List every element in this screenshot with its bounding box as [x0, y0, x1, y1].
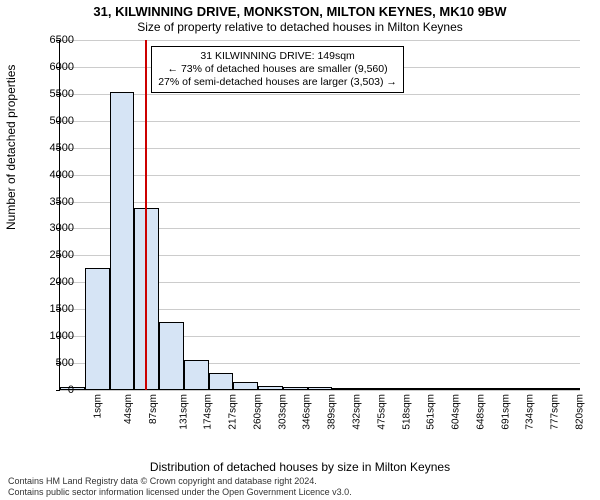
xtick-label: 346sqm	[302, 394, 313, 430]
xtick-label: 777sqm	[550, 394, 561, 430]
gridline	[60, 121, 580, 122]
xtick-label: 87sqm	[148, 394, 159, 424]
ytick-label: 0	[34, 384, 74, 396]
ytick-label: 1500	[34, 303, 74, 315]
ytick-label: 4000	[34, 169, 74, 181]
gridline	[60, 94, 580, 95]
histogram-bar	[159, 322, 184, 390]
xtick-label: 303sqm	[277, 394, 288, 430]
xtick-label: 518sqm	[401, 394, 412, 430]
ytick-label: 6000	[34, 61, 74, 73]
xtick-label: 174sqm	[203, 394, 214, 430]
xtick-label: 820sqm	[574, 394, 585, 430]
footer-line1: Contains HM Land Registry data © Crown c…	[8, 476, 317, 486]
xtick-label: 260sqm	[253, 394, 264, 430]
annotation-line1: 31 KILWINNING DRIVE: 149sqm	[158, 50, 397, 63]
annotation-box: 31 KILWINNING DRIVE: 149sqm← 73% of deta…	[151, 46, 404, 93]
plot-area: 1sqm44sqm87sqm131sqm174sqm217sqm260sqm30…	[60, 40, 580, 390]
histogram-bar	[308, 387, 333, 391]
gridline	[60, 175, 580, 176]
gridline	[60, 40, 580, 41]
gridline	[60, 390, 580, 391]
histogram-bar	[85, 268, 110, 390]
histogram-bar	[382, 388, 407, 390]
xtick-label: 475sqm	[376, 394, 387, 430]
footer-line2: Contains public sector information licen…	[8, 487, 352, 497]
histogram-bar	[506, 388, 531, 390]
chart-title-line1: 31, KILWINNING DRIVE, MONKSTON, MILTON K…	[0, 4, 600, 19]
ytick-label: 4500	[34, 142, 74, 154]
ytick-label: 5500	[34, 88, 74, 100]
xtick-label: 691sqm	[500, 394, 511, 430]
histogram-bar	[184, 360, 209, 390]
histogram-bar	[407, 388, 432, 390]
histogram-bar	[332, 388, 357, 390]
histogram-bar	[456, 388, 481, 390]
histogram-bar	[110, 92, 135, 390]
ytick-label: 1000	[34, 330, 74, 342]
y-axis-label: Number of detached properties	[4, 65, 18, 230]
histogram-bar	[283, 387, 308, 391]
xtick-label: 432sqm	[352, 394, 363, 430]
chart-container: 31, KILWINNING DRIVE, MONKSTON, MILTON K…	[0, 0, 600, 500]
chart-title-line2: Size of property relative to detached ho…	[0, 20, 600, 34]
ytick-label: 2000	[34, 276, 74, 288]
footer-attribution: Contains HM Land Registry data © Crown c…	[8, 476, 592, 498]
histogram-bar	[258, 386, 283, 390]
histogram-bar	[481, 388, 506, 390]
xtick-label: 131sqm	[178, 394, 189, 430]
ytick-label: 2500	[34, 249, 74, 261]
ytick-label: 6500	[34, 34, 74, 46]
xtick-label: 389sqm	[327, 394, 338, 430]
xtick-label: 734sqm	[525, 394, 536, 430]
ytick-label: 3000	[34, 222, 74, 234]
gridline	[60, 202, 580, 203]
annotation-line3: 27% of semi-detached houses are larger (…	[158, 76, 397, 89]
histogram-bar	[209, 373, 234, 390]
xtick-label: 561sqm	[426, 394, 437, 430]
xtick-label: 217sqm	[228, 394, 239, 430]
gridline	[60, 148, 580, 149]
xtick-label: 604sqm	[451, 394, 462, 430]
histogram-bar	[555, 388, 580, 390]
ytick-label: 500	[34, 357, 74, 369]
histogram-bar	[357, 388, 382, 390]
x-axis-label: Distribution of detached houses by size …	[0, 460, 600, 474]
histogram-bar	[233, 382, 258, 390]
property-marker-line	[145, 40, 147, 390]
annotation-line2: ← 73% of detached houses are smaller (9,…	[158, 63, 397, 76]
histogram-bar	[431, 388, 456, 390]
xtick-label: 44sqm	[123, 394, 134, 424]
xtick-label: 1sqm	[93, 394, 104, 418]
histogram-bar	[530, 388, 555, 390]
ytick-label: 3500	[34, 196, 74, 208]
xtick-label: 648sqm	[475, 394, 486, 430]
ytick-label: 5000	[34, 115, 74, 127]
